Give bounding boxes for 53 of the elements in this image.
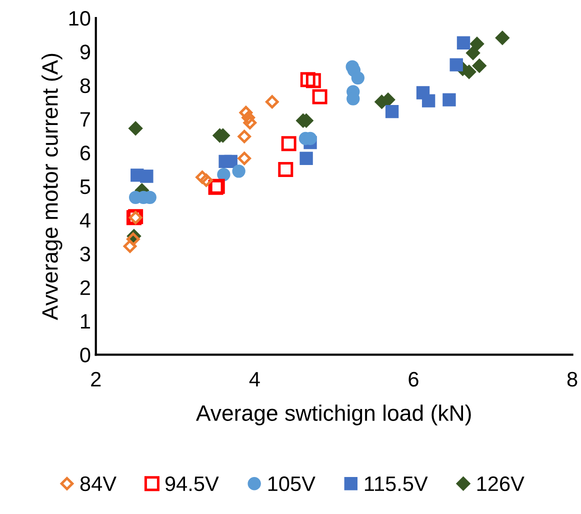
y-tick-label: 0 [80, 348, 90, 362]
point [351, 71, 364, 85]
point [123, 240, 137, 253]
legend-label: 84V [80, 476, 116, 492]
point [238, 152, 251, 166]
y-tick-label: 9 [80, 44, 90, 60]
y-tick-label: 2 [80, 280, 90, 295]
point [495, 30, 510, 46]
point [442, 93, 456, 106]
x-axis-title: Average swtichign load (kN) [196, 404, 471, 426]
x-tick-label: 8 [567, 372, 578, 387]
point [200, 174, 213, 187]
legend-label: 126V [477, 476, 524, 492]
point [456, 36, 470, 50]
y-tick-label: 1 [81, 314, 90, 329]
y-axis-title: Avverage motor current (A) [42, 54, 62, 320]
point [472, 58, 487, 74]
point [242, 110, 255, 124]
point [140, 170, 154, 183]
y-tick-label: 10 [69, 10, 90, 26]
legend-label: 94.5V [165, 476, 219, 492]
point [300, 152, 313, 165]
point [300, 72, 316, 88]
point [385, 104, 399, 118]
y-tick-label: 4 [80, 213, 90, 228]
point [196, 170, 209, 184]
y-tick-label: 8 [80, 78, 90, 94]
point [278, 162, 294, 177]
point [239, 106, 253, 120]
y-tick-label: 7 [80, 112, 90, 127]
legend-label: 105V [268, 476, 316, 492]
point [224, 154, 238, 168]
y-tick-label: 3 [80, 246, 90, 262]
y-tick-label: 6 [80, 146, 90, 160]
point [422, 94, 436, 108]
point [306, 73, 321, 88]
x-tick-label: 6 [408, 372, 418, 387]
point [450, 58, 463, 72]
point [281, 136, 296, 152]
point [128, 121, 143, 136]
point [217, 168, 230, 182]
point [232, 164, 246, 178]
x-tick-label: 4 [249, 372, 260, 386]
legend-label: 115.5V [364, 476, 428, 492]
point [243, 116, 257, 130]
y-tick-label: 5 [80, 180, 90, 194]
point [238, 130, 251, 144]
x-tick-label: 2 [91, 372, 101, 386]
point [466, 46, 480, 60]
point [265, 95, 279, 108]
point [470, 36, 484, 52]
point [312, 89, 328, 104]
point [126, 232, 140, 246]
